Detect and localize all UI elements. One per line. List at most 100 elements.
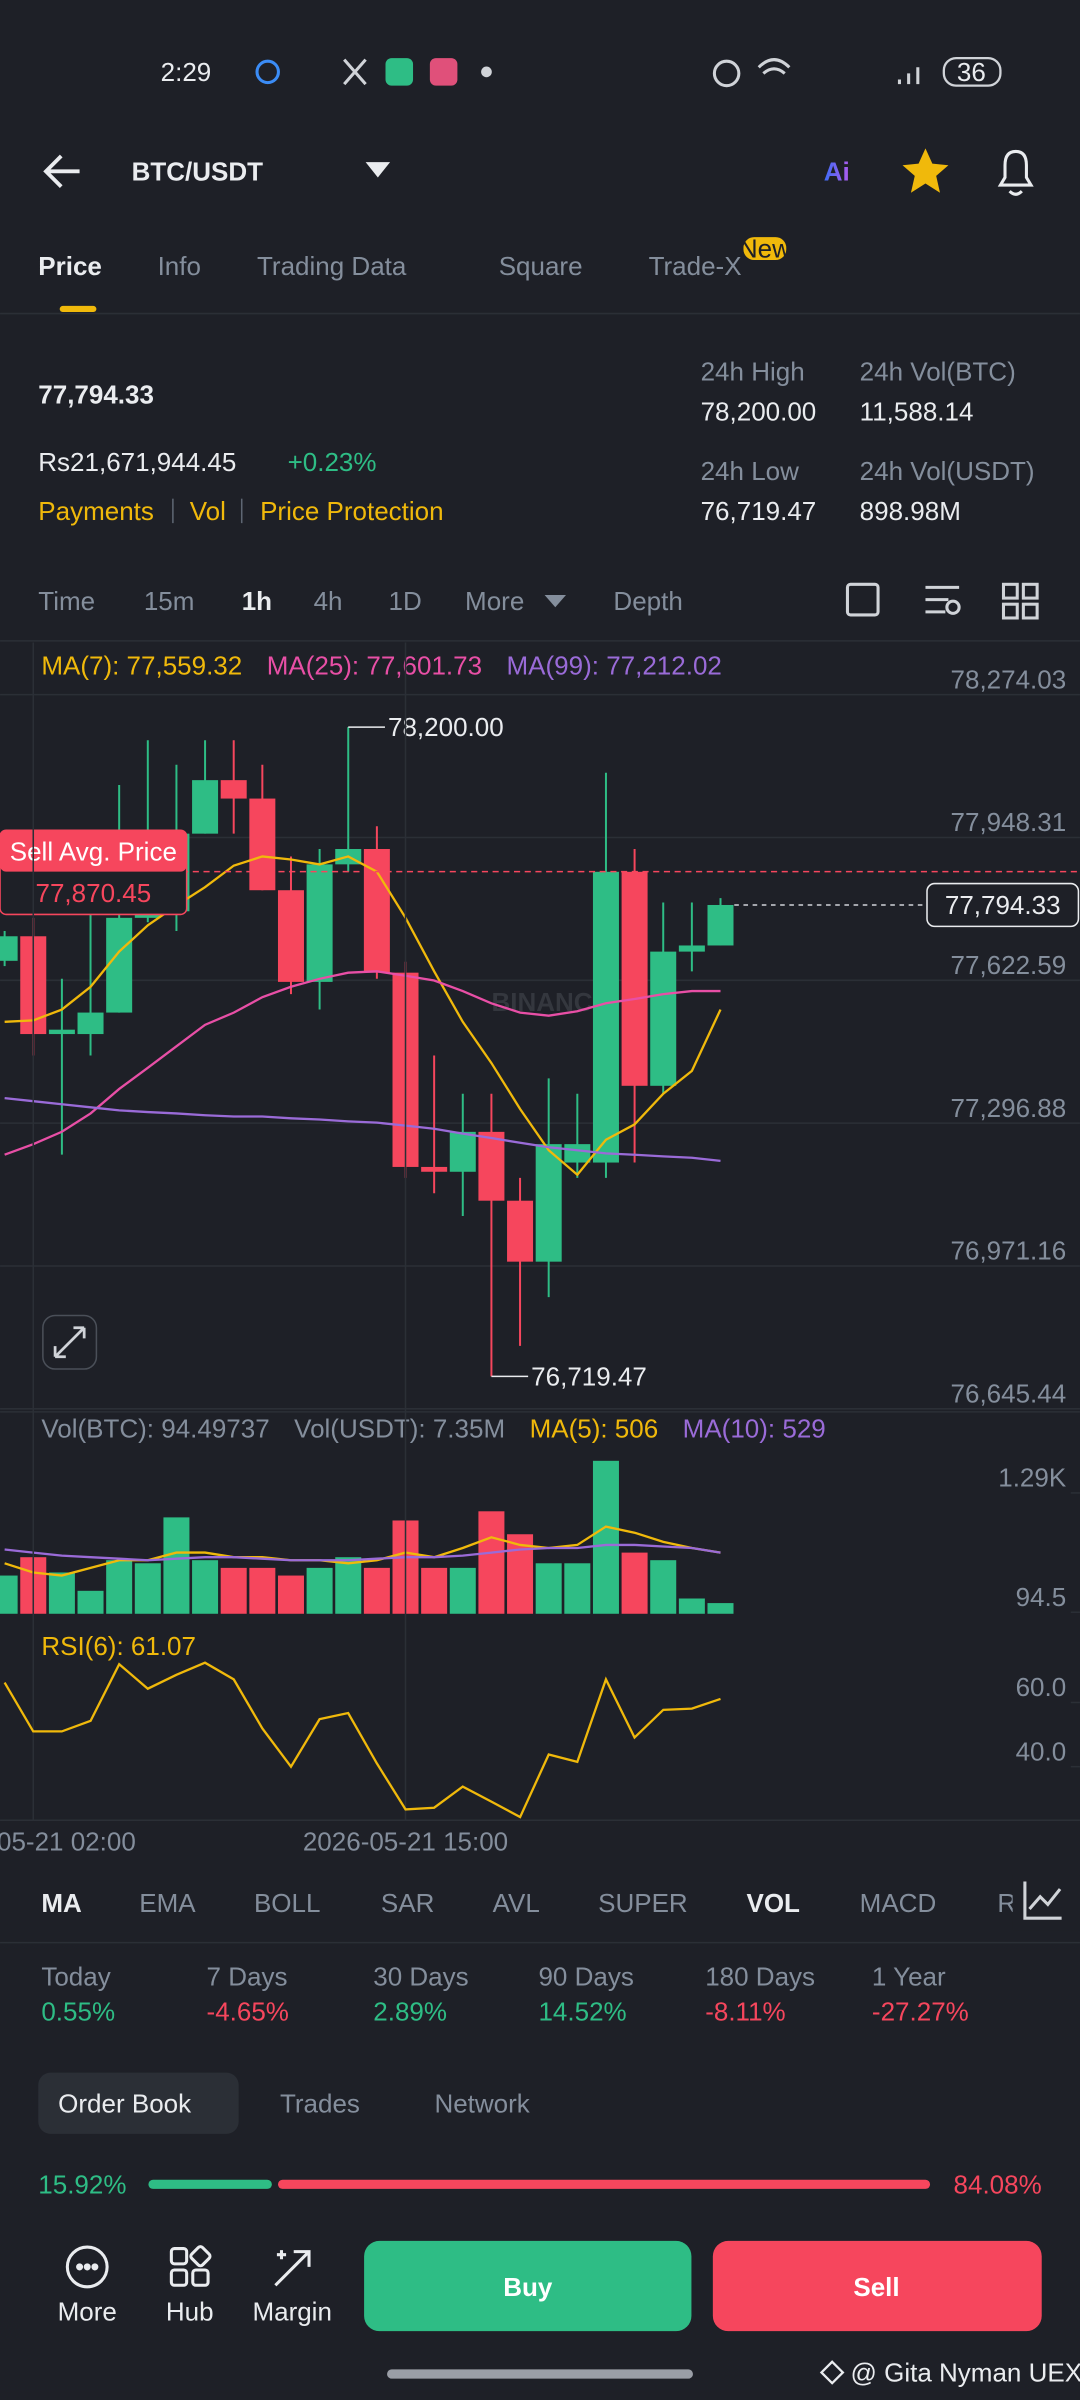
ticker-link[interactable]: Price Protection [260, 496, 444, 526]
ticker-link[interactable]: Vol [190, 496, 226, 526]
volume-bar [363, 1567, 390, 1614]
interval[interactable]: 15m [144, 586, 195, 616]
volume-bar [535, 1563, 562, 1614]
candle-body [707, 904, 734, 946]
tab[interactable]: Price [38, 251, 102, 281]
volume-bar [220, 1567, 247, 1614]
indicator-tab[interactable]: R [997, 1888, 1016, 1918]
sell-label: Sell [853, 2272, 899, 2302]
notification-bell[interactable] [997, 149, 1034, 196]
buy-label: Buy [503, 2272, 553, 2302]
volume-bar [48, 1572, 75, 1614]
indicator-tab[interactable]: VOL [747, 1888, 801, 1918]
legend-entry: MA(10): 529 [683, 1414, 826, 1444]
candle-body [77, 1012, 104, 1035]
status-time: 2:29 [161, 57, 212, 87]
price-change: +0.23% [288, 447, 377, 477]
indicator-tab[interactable]: MACD [860, 1888, 937, 1918]
interval[interactable]: 4h [314, 586, 343, 616]
period-label: 7 Days [207, 1961, 288, 1991]
high-label: 78,200.00 [388, 712, 504, 742]
stat-value: 76,719.47 [701, 496, 817, 526]
indicator-tab[interactable]: MA [41, 1888, 82, 1918]
period-label: 30 Days [373, 1961, 468, 1991]
nav-item[interactable]: Hub [166, 2296, 214, 2326]
indicator-tab[interactable]: SUPER [598, 1888, 688, 1918]
watermark-icon [819, 2360, 845, 2385]
y-tick-label: 94.5 [1016, 1582, 1067, 1612]
candle-body [363, 848, 390, 973]
volume-bar [564, 1563, 591, 1614]
back-button[interactable] [43, 154, 80, 188]
interval[interactable]: Depth [613, 586, 682, 616]
indicator-tab[interactable]: AVL [493, 1888, 540, 1918]
tab[interactable]: Square [499, 251, 583, 281]
more-dropdown[interactable] [544, 595, 567, 608]
new-badge [743, 237, 787, 261]
candle-body [249, 798, 276, 891]
favorite-star[interactable] [902, 148, 949, 193]
legend-entry: RSI(6): 61.07 [41, 1631, 196, 1661]
pair-title[interactable]: BTC/USDT [132, 156, 264, 186]
tool-icon[interactable] [925, 585, 960, 614]
interval[interactable]: More [465, 586, 524, 616]
sell-avg-label: 77,870.45 [36, 878, 152, 908]
buy-button[interactable] [364, 2240, 692, 2332]
x-tick-label: 2026-05-21 15:00 [303, 1827, 508, 1857]
period-change: 14.52% [538, 1996, 626, 2026]
tool-icon[interactable] [1001, 582, 1019, 600]
stat-label: 24h Vol(USDT) [860, 456, 1035, 486]
book-tab[interactable]: Order Book [58, 2088, 192, 2118]
y-tick-label: 60.0 [1016, 1672, 1067, 1702]
indicator-line [3, 1661, 721, 1819]
volume-bar [306, 1567, 333, 1614]
book-tab[interactable]: Trades [280, 2088, 360, 2118]
nav-item[interactable]: More [58, 2296, 117, 2326]
y-tick-label: 40.0 [1016, 1736, 1067, 1766]
book-tab[interactable]: Network [434, 2088, 530, 2118]
candle-body [507, 1200, 534, 1262]
candle-body [421, 1166, 448, 1172]
sell-ratio: 84.08% [954, 2169, 1042, 2199]
candle-body [564, 1144, 591, 1163]
legend-entry: MA(5): 506 [530, 1414, 659, 1444]
y-tick-label: 77,296.88 [951, 1093, 1067, 1123]
low-label: 76,719.47 [531, 1361, 647, 1391]
buy-ratio-bar [148, 2179, 272, 2189]
volume-bar [106, 1560, 133, 1614]
tab[interactable]: Trading Data [257, 251, 407, 281]
status-icons [255, 58, 920, 88]
chart-tools [845, 582, 1039, 620]
volume-bar [335, 1557, 362, 1614]
period-change: -8.11% [705, 1996, 785, 2026]
tab-pill [38, 2072, 239, 2134]
candle-body [535, 1144, 562, 1262]
sell-avg-header [0, 830, 187, 872]
period-label: Today [41, 1961, 110, 1991]
ai-button[interactable]: Ai [824, 156, 850, 186]
pair-dropdown[interactable] [365, 162, 391, 178]
stat-label: 24h Low [701, 456, 800, 486]
interval[interactable]: 1h [242, 586, 272, 616]
indicator-tab[interactable]: EMA [139, 1888, 196, 1918]
chart-layer: 78,274.03 77,948.31 77,622.59 77,296.88 76,9… [0, 642, 1080, 1857]
volume-bar [707, 1603, 734, 1614]
tool-icon[interactable] [845, 582, 880, 617]
ticker-link[interactable]: Payments [38, 496, 154, 526]
last-price-box [926, 882, 1080, 928]
stat-value: 898.98M [860, 496, 961, 526]
interval[interactable]: Time [38, 586, 95, 616]
tab[interactable]: Trade-X [649, 251, 742, 281]
candle-body [306, 864, 333, 982]
volume-bar [163, 1517, 190, 1614]
indicator-tab[interactable]: BOLL [254, 1888, 320, 1918]
nav-item[interactable]: Margin [252, 2296, 331, 2326]
sell-button[interactable] [712, 2240, 1042, 2332]
y-tick-label: 76,645.44 [951, 1379, 1067, 1409]
volume-bar [650, 1560, 677, 1614]
volume-bar [678, 1598, 705, 1614]
tab[interactable]: Info [158, 251, 201, 281]
interval[interactable]: 1D [389, 586, 422, 616]
indicator-tab[interactable]: SAR [381, 1888, 434, 1918]
